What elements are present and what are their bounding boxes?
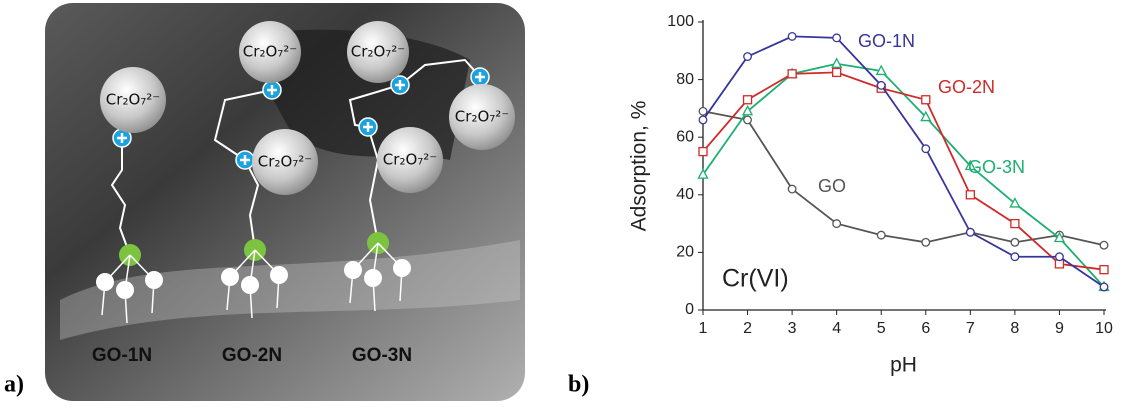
y-tick-label: 20 bbox=[676, 244, 694, 261]
marker bbox=[1011, 239, 1019, 247]
ion-label: Cr₂O₇²⁻ bbox=[383, 151, 437, 169]
marker bbox=[699, 116, 707, 124]
marker bbox=[877, 82, 885, 90]
x-axis-label: pH bbox=[890, 354, 917, 377]
panel-label: b) bbox=[568, 372, 589, 398]
marker bbox=[1011, 220, 1019, 228]
panel-a: Cr₂O₇²⁻ Cr₂O₇²⁻ Cr₂O₇²⁻ Cr₂O₇²⁻ Cr₂O₇²⁻ … bbox=[4, 3, 525, 401]
page: {"diagram": {"panel_label": "a)", "ions"… bbox=[0, 0, 1126, 409]
y-tick-label: 0 bbox=[685, 301, 694, 318]
y-tick-label: 60 bbox=[676, 128, 694, 145]
ion-label: Cr₂O₇²⁻ bbox=[258, 153, 312, 171]
series-label: GO-1N bbox=[858, 31, 915, 51]
x-tick-label: 4 bbox=[832, 320, 841, 337]
marker bbox=[699, 107, 707, 115]
y-tick-label: 80 bbox=[676, 71, 694, 88]
marker bbox=[922, 145, 930, 153]
series-label: GO-2N bbox=[938, 77, 995, 97]
marker bbox=[744, 53, 752, 61]
marker bbox=[1100, 241, 1108, 249]
marker bbox=[1056, 253, 1064, 261]
group-label: GO-2N bbox=[222, 345, 282, 366]
marker bbox=[788, 70, 796, 78]
group-label: GO-3N bbox=[352, 345, 412, 366]
figure: Cr₂O₇²⁻ Cr₂O₇²⁻ Cr₂O₇²⁻ Cr₂O₇²⁻ Cr₂O₇²⁻ … bbox=[0, 0, 1126, 409]
marker bbox=[966, 191, 974, 199]
marker bbox=[744, 116, 752, 124]
series-line bbox=[703, 72, 1104, 269]
marker bbox=[833, 68, 841, 76]
panel-label: a) bbox=[4, 372, 24, 398]
panel-b: b) 0 20 40 60 80 100 1 2 3 4 5 6 7 8 9 10 pH Adsorption, … bbox=[568, 13, 1113, 397]
marker bbox=[1100, 283, 1108, 291]
x-tick-label: 6 bbox=[921, 320, 930, 337]
marker bbox=[788, 185, 796, 193]
marker bbox=[832, 59, 841, 68]
y-tick-label: 100 bbox=[667, 13, 694, 30]
marker bbox=[922, 96, 930, 104]
ion-label: Cr₂O₇²⁻ bbox=[455, 108, 509, 126]
x-tick-label: 10 bbox=[1095, 320, 1113, 337]
marker bbox=[744, 96, 752, 104]
x-tick-label: 9 bbox=[1055, 320, 1064, 337]
ion-label: Cr₂O₇²⁻ bbox=[351, 43, 405, 61]
ion-label: Cr₂O₇²⁻ bbox=[243, 43, 297, 61]
marker bbox=[833, 220, 841, 228]
ion-label: Cr₂O₇²⁻ bbox=[106, 91, 160, 109]
marker bbox=[699, 148, 707, 156]
marker bbox=[922, 239, 930, 247]
marker bbox=[1011, 253, 1019, 261]
series-label: GO-3N bbox=[968, 157, 1025, 177]
annotation: Cr(VI) bbox=[722, 265, 789, 293]
marker bbox=[788, 33, 796, 41]
group-label: GO-1N bbox=[92, 345, 152, 366]
y-tick-label: 40 bbox=[676, 186, 694, 203]
x-tick-label: 2 bbox=[743, 320, 752, 337]
x-tick-label: 1 bbox=[699, 320, 708, 337]
x-tick-label: 8 bbox=[1010, 320, 1019, 337]
marker bbox=[967, 228, 975, 236]
x-tick-label: 3 bbox=[788, 320, 797, 337]
series-label: GO bbox=[818, 176, 846, 196]
x-tick-label: 5 bbox=[877, 320, 886, 337]
x-tick-label: 7 bbox=[966, 320, 975, 337]
marker bbox=[833, 34, 841, 42]
series-line bbox=[703, 64, 1104, 287]
marker bbox=[1100, 266, 1108, 274]
marker bbox=[877, 231, 885, 239]
y-axis-label: Adsorption, % bbox=[628, 101, 651, 232]
